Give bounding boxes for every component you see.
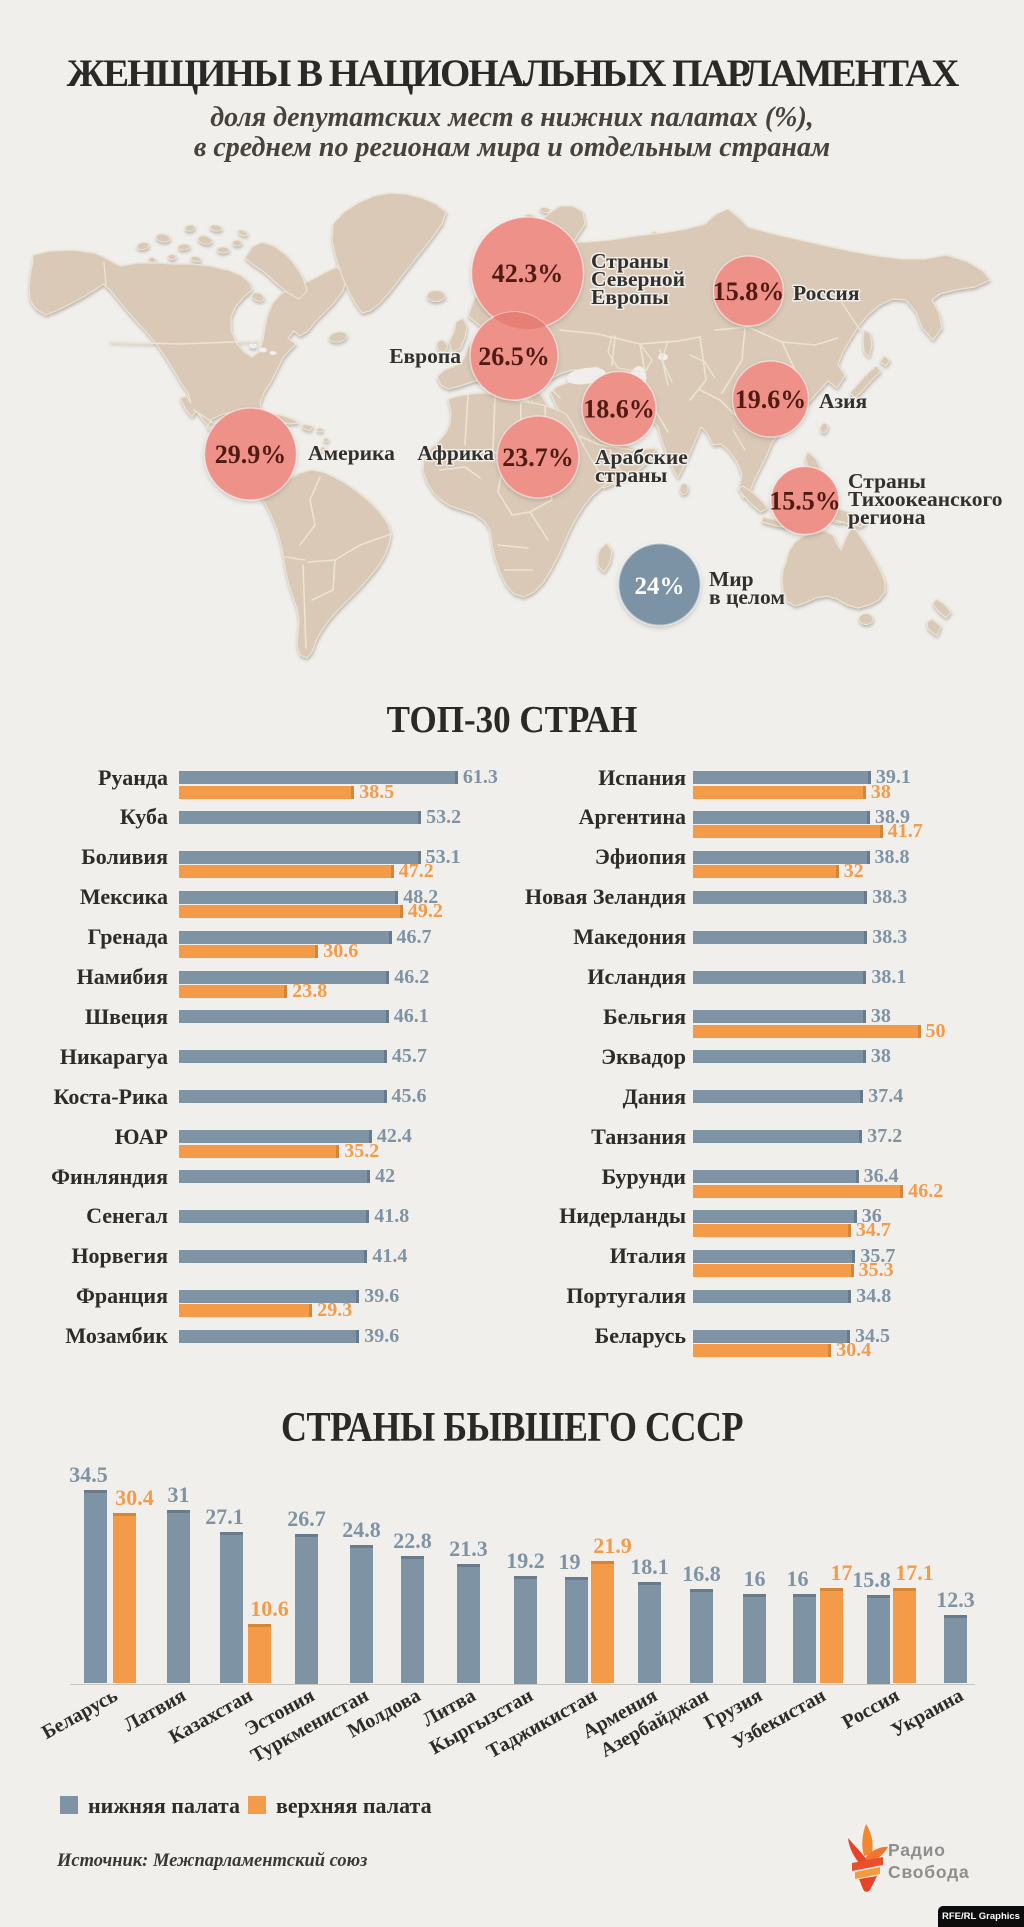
svg-text:Свобода: Свобода <box>888 1862 970 1882</box>
svg-text:Радио: Радио <box>888 1840 946 1860</box>
svg-text:18.6%: 18.6% <box>583 395 655 424</box>
svg-text:15.5%: 15.5% <box>769 487 841 516</box>
svg-text:Америка: Америка <box>308 441 395 465</box>
svg-text:Европа: Европа <box>389 344 461 368</box>
svg-text:24%: 24% <box>635 573 685 600</box>
svg-text:42.3%: 42.3% <box>492 259 564 288</box>
svg-text:19.6%: 19.6% <box>735 385 807 414</box>
svg-text:Азия: Азия <box>819 389 868 413</box>
svg-text:23.7%: 23.7% <box>502 443 574 472</box>
svg-text:26.5%: 26.5% <box>478 342 550 371</box>
svg-text:29.9%: 29.9% <box>215 440 287 469</box>
svg-text:15.8%: 15.8% <box>713 277 785 306</box>
svg-text:Африка: Африка <box>417 441 494 465</box>
svg-text:Россия: Россия <box>793 281 860 305</box>
